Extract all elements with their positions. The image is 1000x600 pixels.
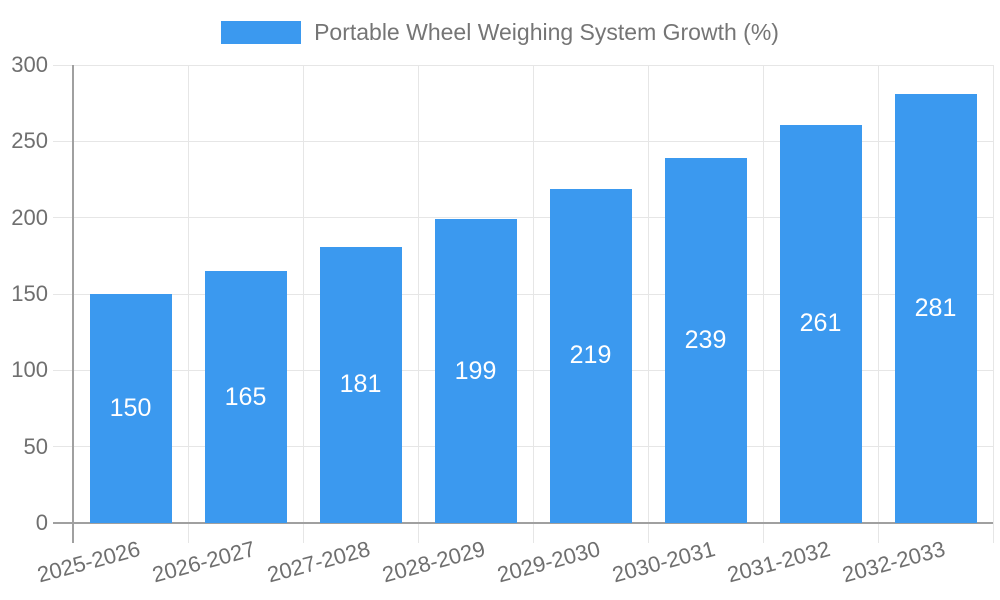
y-tick-label-50: 50 bbox=[23, 433, 48, 459]
bar-2030-2031: 239 bbox=[664, 158, 747, 523]
bar-2028-2029: 199 bbox=[434, 219, 517, 523]
gridline-v-1 bbox=[187, 65, 189, 543]
legend-swatch bbox=[221, 20, 302, 44]
y-tick-label-0: 0 bbox=[35, 510, 48, 535]
chart-title: Portable Wheel Weighing System Growth (%… bbox=[314, 18, 779, 45]
y-tick-label-200: 200 bbox=[11, 204, 48, 230]
bar-value-label-2025-2026: 150 bbox=[109, 394, 152, 422]
gridline-v-6 bbox=[762, 65, 764, 543]
chart-legend: Portable Wheel Weighing System Growth (%… bbox=[0, 19, 1000, 45]
gridline-h-200 bbox=[53, 217, 993, 219]
x-tick-label-2025-2026: 2025-2026 bbox=[34, 536, 143, 588]
y-axis-line bbox=[72, 65, 74, 543]
gridline-v-3 bbox=[417, 65, 419, 543]
bar-value-label-2027-2028: 181 bbox=[339, 370, 382, 399]
x-tick-label-2029-2030: 2029-2030 bbox=[494, 536, 603, 588]
bar-2029-2030: 219 bbox=[549, 188, 632, 523]
gridline-v-2 bbox=[302, 65, 304, 543]
bar-value-label-2026-2027: 165 bbox=[224, 382, 267, 411]
gridline-v-8 bbox=[992, 65, 994, 543]
gridline-v-7 bbox=[877, 65, 879, 543]
x-tick-label-2030-2031: 2030-2031 bbox=[609, 536, 718, 588]
bar-value-label-2032-2033: 281 bbox=[914, 293, 957, 322]
bar-2025-2026: 150 bbox=[89, 294, 172, 523]
x-tick-label-2032-2033: 2032-2033 bbox=[839, 536, 948, 588]
gridline-h-100 bbox=[53, 369, 993, 371]
x-tick-label-2028-2029: 2028-2029 bbox=[379, 536, 488, 588]
gridline-v-5 bbox=[647, 65, 649, 543]
y-tick-label-300: 300 bbox=[11, 52, 48, 77]
bar-2032-2033: 281 bbox=[894, 94, 977, 523]
bar-2027-2028: 181 bbox=[319, 246, 402, 523]
gridline-h-250 bbox=[53, 140, 993, 142]
x-tick-label-2026-2027: 2026-2027 bbox=[149, 536, 258, 588]
gridline-h-150 bbox=[53, 293, 993, 295]
bar-value-label-2031-2032: 261 bbox=[799, 309, 842, 338]
y-tick-label-100: 100 bbox=[11, 357, 48, 383]
bar-value-label-2028-2029: 199 bbox=[454, 356, 497, 385]
bar-2026-2027: 165 bbox=[204, 271, 287, 523]
x-axis-line bbox=[53, 522, 993, 524]
y-tick-label-250: 250 bbox=[11, 128, 48, 154]
bar-value-label-2029-2030: 219 bbox=[569, 341, 612, 370]
x-tick-label-2031-2032: 2031-2032 bbox=[724, 536, 833, 588]
gridline-h-300 bbox=[53, 64, 993, 66]
gridline-h-50 bbox=[53, 446, 993, 448]
y-tick-label-150: 150 bbox=[11, 281, 48, 306]
gridline-v-4 bbox=[532, 65, 534, 543]
bar-value-label-2030-2031: 239 bbox=[684, 326, 727, 355]
bar-2031-2032: 261 bbox=[779, 124, 862, 523]
x-tick-label-2027-2028: 2027-2028 bbox=[264, 536, 373, 588]
